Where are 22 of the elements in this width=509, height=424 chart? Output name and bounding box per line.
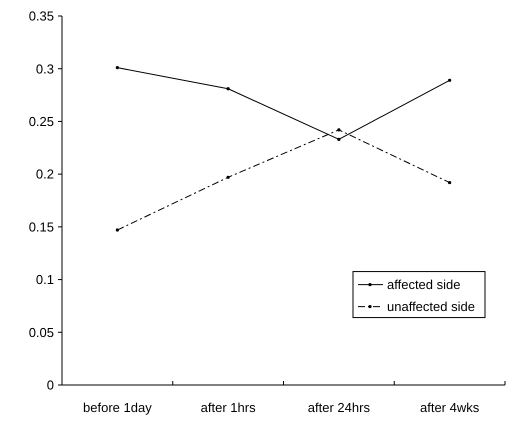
y-tick-label: 0.15 bbox=[28, 219, 54, 234]
legend-label: unaffected side bbox=[387, 299, 475, 314]
point bbox=[226, 176, 230, 179]
point bbox=[226, 87, 230, 90]
y-tick-label: 0 bbox=[46, 378, 54, 393]
x-tick-label: after 1hrs bbox=[200, 400, 256, 415]
point bbox=[337, 138, 340, 141]
x-tick-label: after 4wks bbox=[420, 400, 480, 415]
point bbox=[116, 66, 119, 70]
point bbox=[116, 228, 119, 232]
point bbox=[448, 180, 452, 184]
y-tick-label: 0.2 bbox=[36, 166, 54, 182]
x-tick-label: after 24hrs bbox=[308, 400, 370, 415]
legend-label: affected side bbox=[387, 277, 460, 292]
y-tick-label: 0.05 bbox=[28, 324, 54, 340]
point bbox=[337, 128, 340, 132]
y-tick-label: 0.3 bbox=[36, 61, 54, 76]
y-tick-label: 0.1 bbox=[36, 272, 54, 288]
y-tick-label: 0.35 bbox=[28, 8, 54, 24]
x-tick-label: before 1day bbox=[83, 400, 152, 415]
point bbox=[448, 78, 452, 82]
y-tick-label: 0.25 bbox=[28, 114, 54, 129]
